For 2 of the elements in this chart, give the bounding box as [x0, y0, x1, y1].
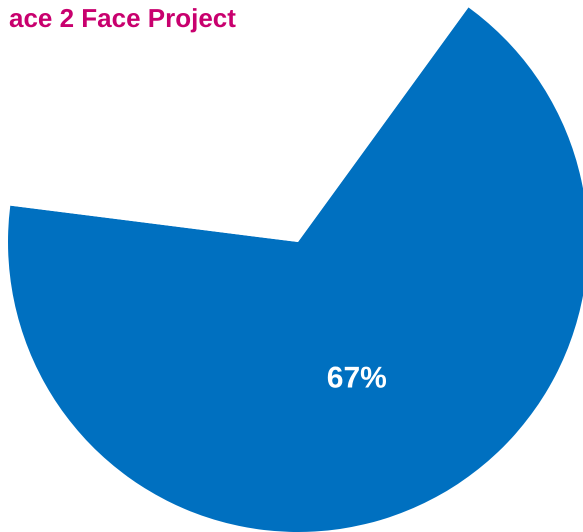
- data-label: 67%: [326, 361, 387, 394]
- chart-title: ace 2 Face Project: [9, 3, 236, 33]
